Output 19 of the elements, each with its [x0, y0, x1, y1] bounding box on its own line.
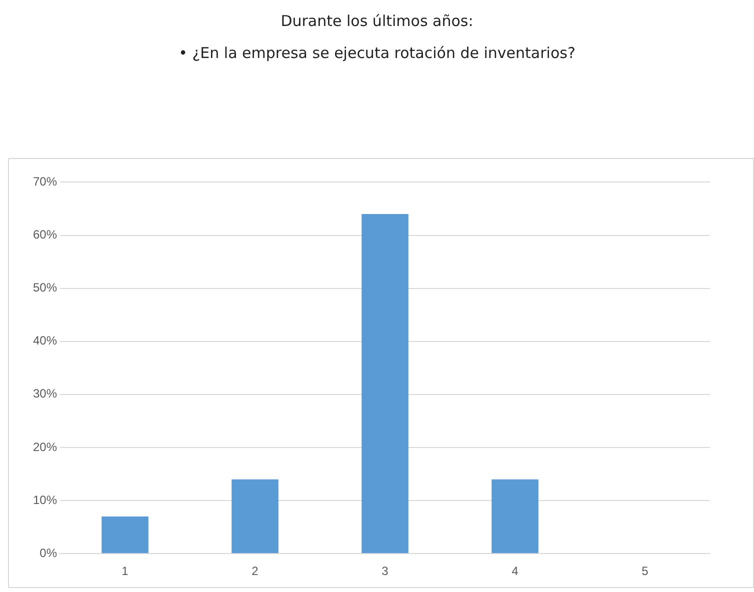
y-tick-label: 10%: [32, 492, 58, 507]
y-tick-label: 60%: [32, 228, 58, 242]
chart-title: Durante los últimos años:: [280, 12, 474, 30]
y-tick-label: 40%: [32, 334, 58, 348]
x-tick-label: 1: [122, 564, 129, 578]
x-tick-label: 3: [382, 564, 389, 578]
y-tick-label: 70%: [32, 174, 58, 189]
x-tick-label: 5: [642, 564, 649, 578]
chart-subtitle: • ¿En la empresa se ejecuta rotación de inventarios?: [178, 44, 576, 62]
bar: [362, 214, 408, 554]
y-tick-label: 20%: [32, 440, 58, 454]
x-tick-label: 4: [512, 564, 519, 578]
y-tick-label: 30%: [32, 386, 58, 401]
y-tick-label: 50%: [32, 280, 58, 295]
y-tick-label: 0%: [40, 546, 58, 560]
bar: [102, 516, 148, 554]
bar: [232, 479, 278, 554]
x-tick-label: 2: [252, 564, 259, 578]
bar: [492, 479, 538, 554]
